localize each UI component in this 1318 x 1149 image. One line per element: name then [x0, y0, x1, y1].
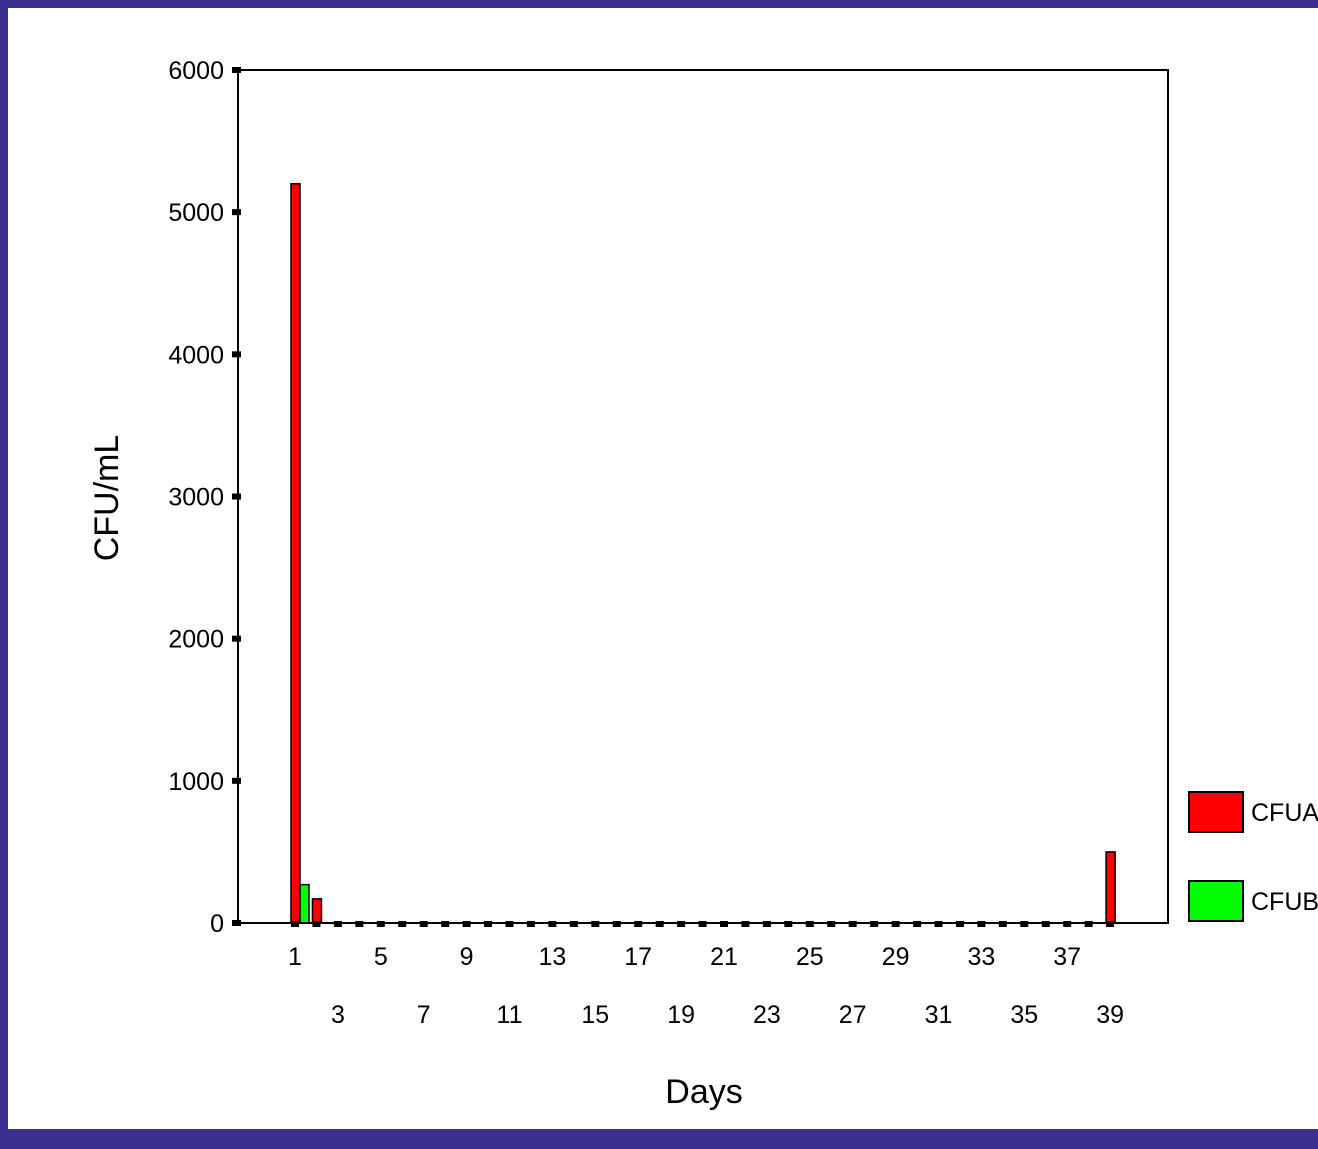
x-tick-mark-6 — [398, 921, 407, 927]
x-tick-label-19: 19 — [667, 1001, 695, 1029]
x-tick-label-25: 25 — [796, 943, 824, 971]
x-tick-mark-14 — [569, 921, 578, 927]
x-tick-mark-31 — [934, 921, 943, 927]
x-tick-label-33: 33 — [967, 943, 995, 971]
x-tick-label-29: 29 — [882, 943, 910, 971]
x-tick-mark-37 — [1063, 921, 1072, 927]
x-tick-mark-25 — [805, 921, 814, 927]
x-tick-mark-15 — [591, 921, 600, 927]
x-tick-mark-20 — [698, 921, 707, 927]
x-tick-label-11: 11 — [497, 1001, 523, 1029]
x-tick-label-7: 7 — [417, 1001, 431, 1029]
bar-cfua-day-2 — [311, 898, 323, 924]
legend-label-cfub: CFUB — [1251, 888, 1318, 916]
legend-swatch-cfua — [1188, 791, 1244, 833]
x-tick-mark-23 — [762, 921, 771, 927]
x-tick-label-17: 17 — [624, 943, 652, 971]
y-tick-mark-4000 — [232, 351, 241, 358]
x-tick-mark-9 — [462, 921, 471, 927]
x-tick-label-5: 5 — [374, 943, 388, 971]
x-tick-label-35: 35 — [1010, 1001, 1038, 1029]
y-tick-label-4000: 4000 — [168, 341, 224, 369]
x-tick-mark-8 — [441, 921, 450, 927]
x-tick-label-21: 21 — [710, 943, 738, 971]
legend-label-cfua: CFUA — [1251, 799, 1318, 827]
x-tick-mark-36 — [1041, 921, 1050, 927]
legend-swatch-cfub — [1188, 880, 1244, 922]
x-tick-mark-7 — [419, 921, 428, 927]
y-tick-label-3000: 3000 — [168, 484, 224, 512]
x-tick-mark-38 — [1084, 921, 1093, 927]
x-tick-mark-33 — [977, 921, 986, 927]
x-tick-label-9: 9 — [460, 943, 474, 971]
y-tick-label-0: 0 — [210, 910, 224, 938]
x-tick-label-13: 13 — [538, 943, 566, 971]
y-tick-mark-3000 — [232, 493, 241, 500]
x-tick-label-3: 3 — [331, 1001, 345, 1029]
x-tick-mark-13 — [548, 921, 557, 927]
x-tick-label-39: 39 — [1096, 1001, 1124, 1029]
x-tick-mark-29 — [891, 921, 900, 927]
y-tick-mark-0 — [232, 920, 241, 926]
x-tick-mark-11 — [505, 921, 514, 927]
x-tick-mark-24 — [784, 921, 793, 927]
x-axis-ticks: 1 5 9 13 17 21 25 29 33 373 7 11 15 19 23 27 31 35 39 — [288, 921, 1124, 1029]
y-tick-label-2000: 2000 — [168, 626, 224, 654]
bar-cfua-day-1 — [290, 182, 301, 924]
y-tick-mark-1000 — [232, 777, 241, 784]
x-tick-label-23: 23 — [753, 1001, 781, 1029]
y-axis-ticks: 0 1000 2000 3000 4000 5000 6000 — [168, 57, 241, 938]
x-tick-mark-22 — [741, 921, 750, 927]
x-axis-label: Days — [665, 1073, 742, 1111]
x-tick-mark-12 — [526, 921, 535, 927]
x-tick-mark-4 — [355, 921, 364, 927]
x-tick-mark-2 — [312, 921, 321, 927]
x-tick-mark-39 — [1106, 921, 1115, 927]
x-tick-mark-10 — [484, 921, 493, 927]
x-tick-mark-16 — [612, 921, 621, 927]
plot-frame — [237, 69, 1169, 924]
x-tick-mark-17 — [634, 921, 643, 927]
y-tick-label-6000: 6000 — [168, 57, 224, 85]
x-tick-mark-18 — [655, 921, 664, 927]
y-tick-mark-2000 — [232, 635, 241, 642]
x-tick-mark-3 — [333, 921, 342, 927]
bar-cfua-day-39 — [1105, 851, 1116, 924]
x-tick-mark-1 — [291, 921, 299, 927]
bars-layer — [290, 182, 1116, 924]
y-tick-label-1000: 1000 — [168, 768, 224, 796]
legend: CFUA CFUB — [1188, 791, 1318, 922]
x-tick-label-15: 15 — [581, 1001, 609, 1029]
x-tick-mark-28 — [870, 921, 879, 927]
y-axis-label: CFU/mL — [88, 435, 126, 562]
y-tick-mark-6000 — [232, 67, 241, 73]
x-tick-label-27: 27 — [839, 1001, 867, 1029]
x-tick-mark-26 — [827, 921, 836, 927]
x-tick-mark-32 — [955, 921, 964, 927]
x-tick-mark-34 — [998, 921, 1007, 927]
x-tick-mark-19 — [677, 921, 686, 927]
y-tick-label-5000: 5000 — [168, 199, 224, 227]
x-tick-mark-21 — [720, 921, 728, 927]
x-tick-label-1: 1 — [288, 943, 302, 971]
x-tick-mark-30 — [913, 921, 922, 927]
x-tick-mark-5 — [376, 921, 385, 927]
bar-cfub-day-1 — [299, 883, 310, 924]
x-tick-label-37: 37 — [1053, 943, 1081, 971]
x-tick-label-31: 31 — [925, 1001, 953, 1029]
x-tick-mark-35 — [1020, 921, 1029, 927]
y-tick-mark-5000 — [232, 209, 241, 216]
x-tick-mark-27 — [848, 921, 857, 927]
